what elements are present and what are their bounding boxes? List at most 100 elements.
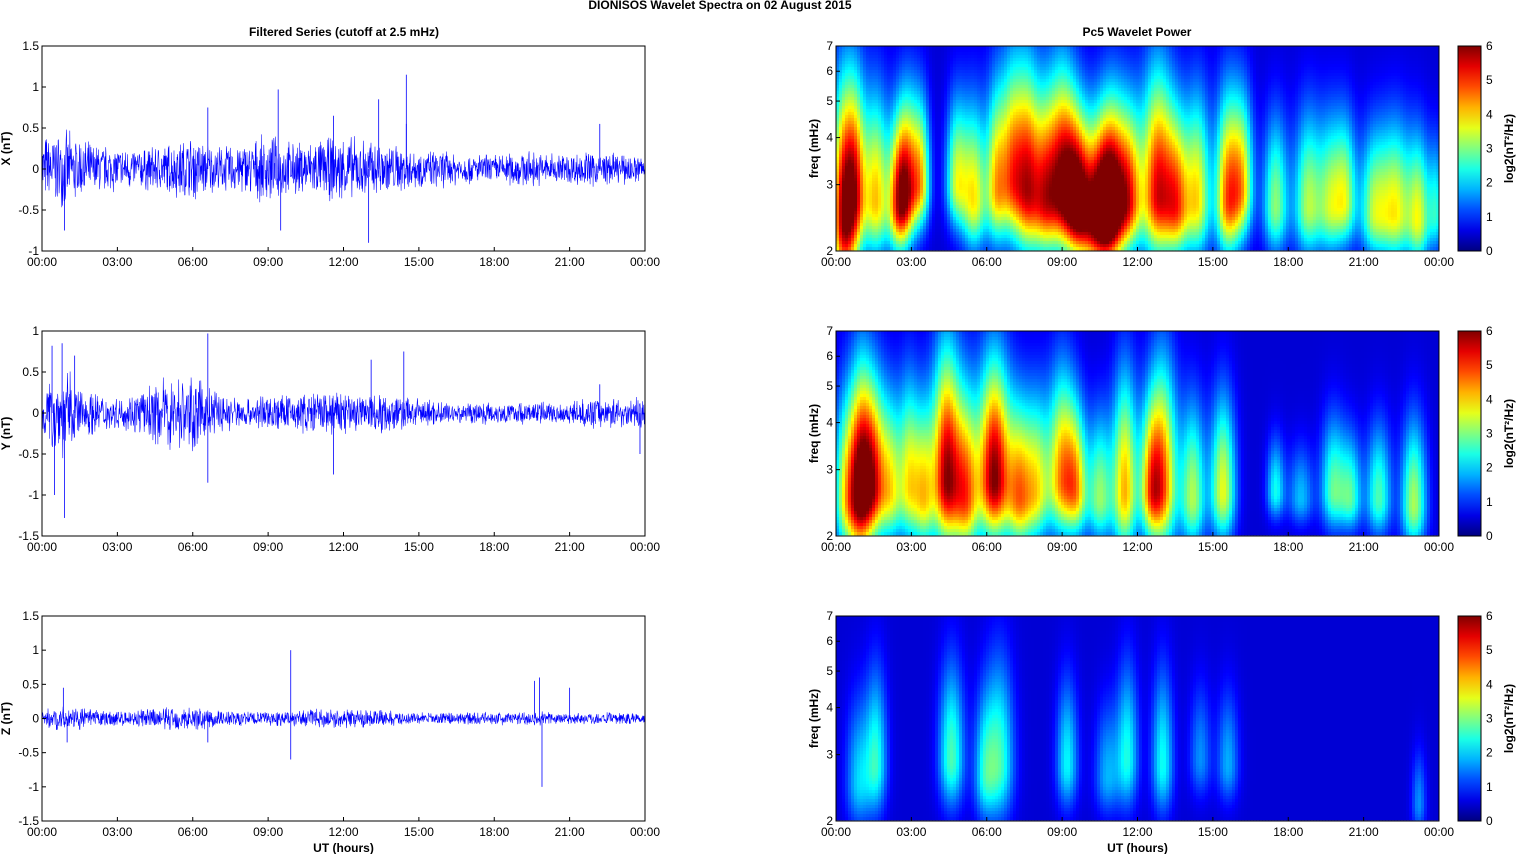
x-spectrum-cell <box>941 103 945 107</box>
x-spectrum-cell <box>1277 112 1281 116</box>
x-spectrum-cell <box>1232 109 1236 113</box>
x-spectrum-cell <box>1223 82 1227 86</box>
x-spectrum-cell <box>1331 58 1335 62</box>
x-spectrum-cell <box>869 52 873 56</box>
x-spectrum-cell <box>1343 61 1347 65</box>
x-spectrum-cell <box>1199 88 1203 92</box>
x-spectrum-cell <box>1328 82 1332 86</box>
x-spectrum-cell <box>1292 79 1296 83</box>
x-spectrum-cell <box>1121 94 1125 98</box>
x-spectrum-cell <box>917 46 921 50</box>
x-spectrum-cell <box>1427 79 1431 83</box>
x-spectrum-cell <box>1319 97 1323 101</box>
x-spectrum-cell <box>902 103 906 107</box>
x-spectrum-cell <box>1142 67 1146 71</box>
x-spectrum-cell <box>1421 103 1425 107</box>
x-spectrum-cell <box>1163 67 1167 71</box>
x-spectrum-cell <box>1070 82 1074 86</box>
x-spectrum-cell <box>1280 88 1284 92</box>
x-spectrum-cell <box>1007 109 1011 113</box>
x-spectrum-cell <box>1109 100 1113 104</box>
x-spectrum-cell <box>1085 109 1089 113</box>
x-spectrum-cell <box>1151 82 1155 86</box>
x-spectrum-cell <box>878 85 882 89</box>
x-spectrum-cell <box>1334 49 1338 53</box>
x-spectrum-cell <box>1340 100 1344 104</box>
x-spectrum-cell <box>1070 61 1074 65</box>
x-spectrum-cell <box>1124 46 1128 50</box>
x-spectrum-cell <box>950 49 954 53</box>
x-spectrum-cell <box>1121 58 1125 62</box>
x-spectrum-cell <box>1007 58 1011 62</box>
x-spectrum-cell <box>1382 109 1386 113</box>
x-spectrum-cell <box>1031 91 1035 95</box>
x-spectrum-cell <box>944 82 948 86</box>
x-spectrum-cell <box>1130 79 1134 83</box>
x-spectrum-cell <box>1253 73 1257 77</box>
x-spectrum-cell <box>974 61 978 65</box>
x-spectrum-cell <box>1289 64 1293 68</box>
x-spectrum-cell <box>1244 46 1248 50</box>
x-spectrum-cell <box>902 61 906 65</box>
x-spectrum-cell <box>863 94 867 98</box>
x-spectrum-cell <box>1190 109 1194 113</box>
x-spectrum-cell <box>1322 94 1326 98</box>
x-spectrum-cell <box>1208 79 1212 83</box>
x-spectrum-cell <box>998 100 1002 104</box>
y-series-ytick-label: -0.5 <box>18 447 39 461</box>
x-spectrum-cell <box>989 49 993 53</box>
x-spectrum-cell <box>1244 100 1248 104</box>
x-spectrum-cell <box>1262 58 1266 62</box>
x-spectrum-cell <box>923 70 927 74</box>
x-spectrum-cell <box>941 73 945 77</box>
x-spectrum-cell <box>1382 100 1386 104</box>
x-spectrum-cell <box>1436 49 1440 53</box>
x-spectrum-cell <box>1040 112 1044 116</box>
x-spectrum-cell <box>1112 58 1116 62</box>
x-spectrum-cell <box>1043 73 1047 77</box>
x-spectrum-cell <box>1172 61 1176 65</box>
x-spectrum-cell <box>1124 94 1128 98</box>
x-spectrum-cell <box>857 109 861 113</box>
x-spectrum-cell <box>854 118 858 122</box>
x-spectrum-cell <box>1115 88 1119 92</box>
x-spectrum-cell <box>1160 70 1164 74</box>
x-spectrum-cell <box>932 103 936 107</box>
x-spectrum-cell <box>881 61 885 65</box>
x-spectrum-cell <box>902 112 906 116</box>
x-spectrum-cell <box>977 103 981 107</box>
x-spectrum-cell <box>836 82 840 86</box>
x-spectrum-cell <box>1235 106 1239 110</box>
x-spectrum-cell <box>1376 76 1380 80</box>
x-spectrum-cell <box>887 55 891 59</box>
x-spectrum-cell <box>839 88 843 92</box>
x-spectrum-cell <box>1199 55 1203 59</box>
x-spectrum-cell <box>1028 67 1032 71</box>
x-spectrum-cell <box>1346 103 1350 107</box>
x-spectrum-cell <box>1175 91 1179 95</box>
x-spectrum-cell <box>1019 73 1023 77</box>
x-spectrum-cell <box>1208 67 1212 71</box>
x-spectrum-cell <box>1124 112 1128 116</box>
x-spectrum-cell <box>842 109 846 113</box>
x-spectrum-cell <box>965 61 969 65</box>
x-spectrum-cell <box>1346 106 1350 110</box>
x-spectrum-cell <box>1061 88 1065 92</box>
x-spectrum-cell <box>932 97 936 101</box>
z-series-ytick-label: 0.5 <box>22 677 39 691</box>
x-spectrum-cell <box>860 76 864 80</box>
x-spectrum-cell <box>1325 46 1329 50</box>
x-spectrum-cell <box>1199 49 1203 53</box>
x-spectrum-cell <box>1373 73 1377 77</box>
x-spectrum-cell <box>1376 55 1380 59</box>
x-spectrum-cell <box>1298 70 1302 74</box>
x-spectrum-cell <box>1166 73 1170 77</box>
x-spectrum-cell <box>1088 109 1092 113</box>
x-spectrum-cell <box>1064 112 1068 116</box>
x-spectrum-cell <box>887 73 891 77</box>
x-spectrum-cell <box>1043 79 1047 83</box>
x-spectrum-cell <box>1421 73 1425 77</box>
x-spectrum-cell <box>1109 64 1113 68</box>
x-spectrum-cell <box>938 79 942 83</box>
x-spectrum-cell <box>1325 115 1329 119</box>
